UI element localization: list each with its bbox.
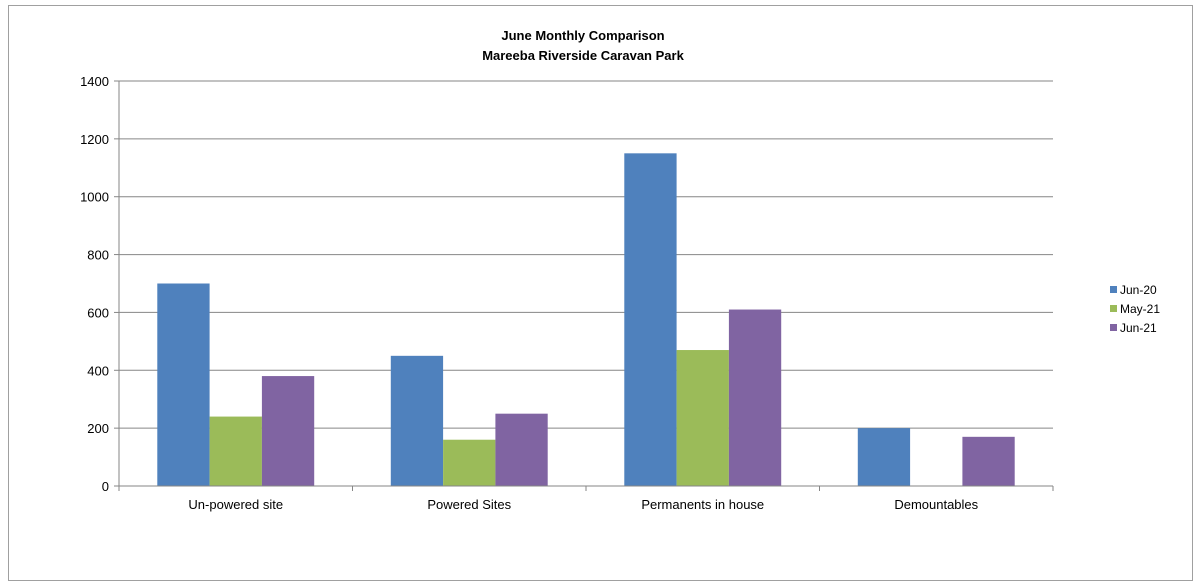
bar-jun-20-4 — [857, 428, 911, 486]
legend-label: May-21 — [1120, 302, 1160, 316]
bar-jun-20-3 — [624, 153, 677, 487]
x-category-label: Un-powered site — [188, 497, 283, 512]
bar-jun-21-3 — [728, 309, 782, 486]
y-tick-label: 800 — [87, 248, 109, 263]
legend-swatch — [1110, 324, 1117, 331]
legend: Jun-20 May-21 Jun-21 — [1110, 283, 1160, 335]
legend-swatch — [1110, 286, 1117, 293]
y-tick-label: 600 — [87, 305, 109, 320]
y-tick-label: 1400 — [80, 74, 109, 89]
y-tick-label: 200 — [87, 421, 109, 436]
chart-title: June Monthly Comparison — [501, 28, 664, 43]
bar-jun-21-1 — [261, 376, 315, 486]
x-category-label: Powered Sites — [427, 497, 511, 512]
bars — [157, 153, 1015, 487]
gridlines — [119, 80, 1053, 429]
bar-may-21-1 — [209, 416, 262, 486]
y-tick-label: 400 — [87, 363, 109, 378]
chart-subtitle: Mareeba Riverside Caravan Park — [482, 48, 684, 63]
bar-jun-20-2 — [390, 355, 444, 486]
bar-may-21-2 — [443, 439, 496, 486]
bar-jun-20-1 — [157, 283, 210, 486]
y-tick-label: 1200 — [80, 132, 109, 147]
bar-may-21-3 — [676, 350, 729, 486]
bar-jun-21-4 — [962, 436, 1015, 486]
legend-swatch — [1110, 305, 1117, 312]
x-category-label: Permanents in house — [641, 497, 764, 512]
y-tick-label: 1000 — [80, 190, 109, 205]
legend-label: Jun-20 — [1120, 283, 1157, 297]
axes: 0 200 400 600 800 1000 1200 1400 Un-powered site… — [80, 74, 1054, 512]
bar-jun-21-2 — [495, 413, 548, 486]
y-tick-label: 0 — [102, 479, 109, 494]
legend-label: Jun-21 — [1120, 321, 1157, 335]
x-category-label: Demountables — [894, 497, 978, 512]
